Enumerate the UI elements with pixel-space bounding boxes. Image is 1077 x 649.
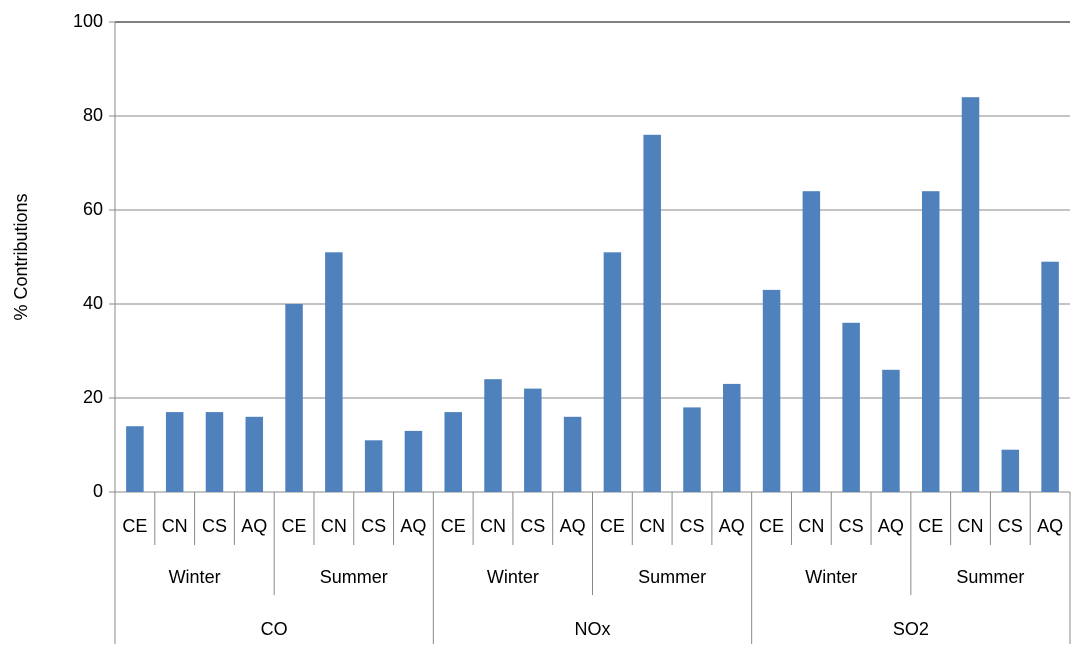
x-tick-label: CE: [122, 516, 147, 536]
x-tick-label: CE: [759, 516, 784, 536]
x-tick-label: CN: [480, 516, 506, 536]
x-tick-label: CS: [202, 516, 227, 536]
y-tick-label: 80: [83, 105, 103, 125]
subgroup-label: Winter: [169, 567, 221, 587]
bar: [245, 416, 264, 492]
bar: [683, 407, 701, 492]
group-label: SO2: [893, 619, 929, 639]
x-tick-label: CE: [441, 516, 466, 536]
x-tick-label: AQ: [878, 516, 904, 536]
bar: [165, 412, 184, 492]
y-tick-label: 0: [93, 481, 103, 501]
bar: [364, 440, 383, 492]
x-tick-label: CS: [679, 516, 704, 536]
bar: [921, 191, 940, 492]
bar: [484, 379, 502, 492]
x-tick-label: AQ: [560, 516, 586, 536]
y-tick-label: 40: [83, 293, 103, 313]
x-tick-label: CE: [600, 516, 625, 536]
subgroup-label: Summer: [320, 567, 388, 587]
x-tick-label: AQ: [719, 516, 745, 536]
bar: [643, 134, 661, 493]
subgroup-label: Winter: [487, 567, 539, 587]
subgroup-label: Summer: [638, 567, 706, 587]
x-tick-label: CN: [958, 516, 984, 536]
y-tick-label: 20: [83, 387, 103, 407]
x-tick-label: AQ: [241, 516, 267, 536]
x-tick-label: CE: [282, 516, 307, 536]
group-label: CO: [261, 619, 288, 639]
x-tick-label: CE: [918, 516, 943, 536]
x-tick-label: CS: [520, 516, 545, 536]
x-tick-label: CS: [998, 516, 1023, 536]
bar: [524, 388, 542, 492]
group-label: NOx: [575, 619, 611, 639]
x-tick-label: CN: [162, 516, 188, 536]
bar: [961, 97, 980, 492]
x-tick-label: CN: [798, 516, 824, 536]
bar: [762, 289, 781, 492]
x-tick-label: CS: [361, 516, 386, 536]
bar: [723, 383, 741, 492]
y-tick-label: 60: [83, 199, 103, 219]
bar: [563, 416, 582, 492]
bar: [404, 430, 423, 492]
subgroup-label: Summer: [956, 567, 1024, 587]
bar: [444, 412, 462, 492]
bar: [1001, 449, 1020, 492]
bar: [285, 304, 303, 492]
bar: [842, 322, 860, 492]
x-tick-label: CN: [321, 516, 347, 536]
y-axis-label: % Contributions: [11, 193, 31, 320]
subgroup-label: Winter: [805, 567, 857, 587]
x-tick-label: AQ: [400, 516, 426, 536]
bar: [205, 412, 224, 492]
bar: [126, 426, 144, 492]
bar: [1041, 261, 1059, 492]
bar: [603, 252, 622, 492]
bar: [802, 191, 821, 492]
bar: [882, 369, 900, 492]
x-tick-label: AQ: [1037, 516, 1063, 536]
x-tick-label: CN: [639, 516, 665, 536]
x-tick-label: CS: [839, 516, 864, 536]
bar: [325, 252, 343, 492]
y-tick-label: 100: [73, 11, 103, 31]
